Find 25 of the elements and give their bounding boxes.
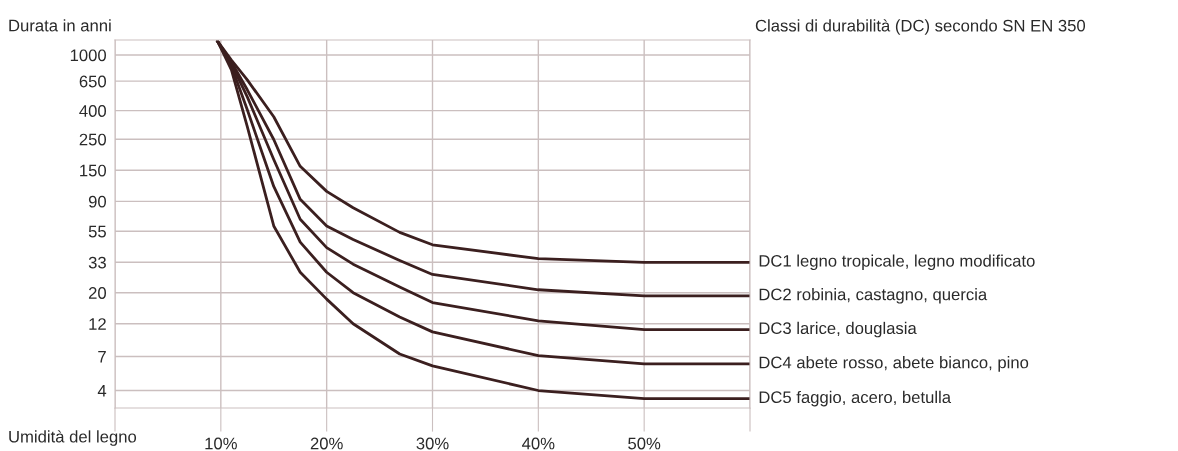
- x-tick-label: 30%: [416, 437, 449, 450]
- y-tick-label: 7: [98, 351, 106, 363]
- series-label: DC4 abete rosso, abete bianco, pino: [759, 356, 1029, 372]
- y-tick-label: 12: [89, 318, 106, 330]
- series-label: DC3 larice, douglasia: [759, 321, 917, 338]
- y-tick-label: 250: [79, 133, 107, 146]
- y-axis-title: Durata in anni: [9, 19, 111, 32]
- y-tick-label: 90: [88, 195, 107, 208]
- x-tick-label: 40%: [522, 437, 555, 450]
- x-tick-label: 20%: [310, 437, 343, 450]
- y-tick-label: 1000: [70, 49, 107, 62]
- x-tick-label: 50%: [628, 437, 661, 450]
- series-label: DC1 legno tropicale, legno modificato: [759, 254, 1035, 271]
- y-tick-label: 20: [88, 287, 107, 299]
- y-tick-label: 4: [97, 385, 107, 397]
- y-tick-label: 55: [88, 225, 106, 238]
- x-tick-label: 10%: [205, 437, 237, 450]
- legend-title: Classi di durabilità (DC) secondo SN EN 350: [755, 19, 1086, 35]
- series-label: DC2 robinia, castagno, quercia: [759, 288, 988, 304]
- y-tick-label: 33: [88, 256, 106, 269]
- y-tick-label: 150: [80, 164, 107, 177]
- series-label: DC5 faggio, acero, betulla: [759, 390, 952, 407]
- y-tick-label: 400: [79, 105, 107, 117]
- x-axis-title: Umidità del legno: [9, 430, 137, 446]
- y-tick-label: 650: [79, 75, 107, 88]
